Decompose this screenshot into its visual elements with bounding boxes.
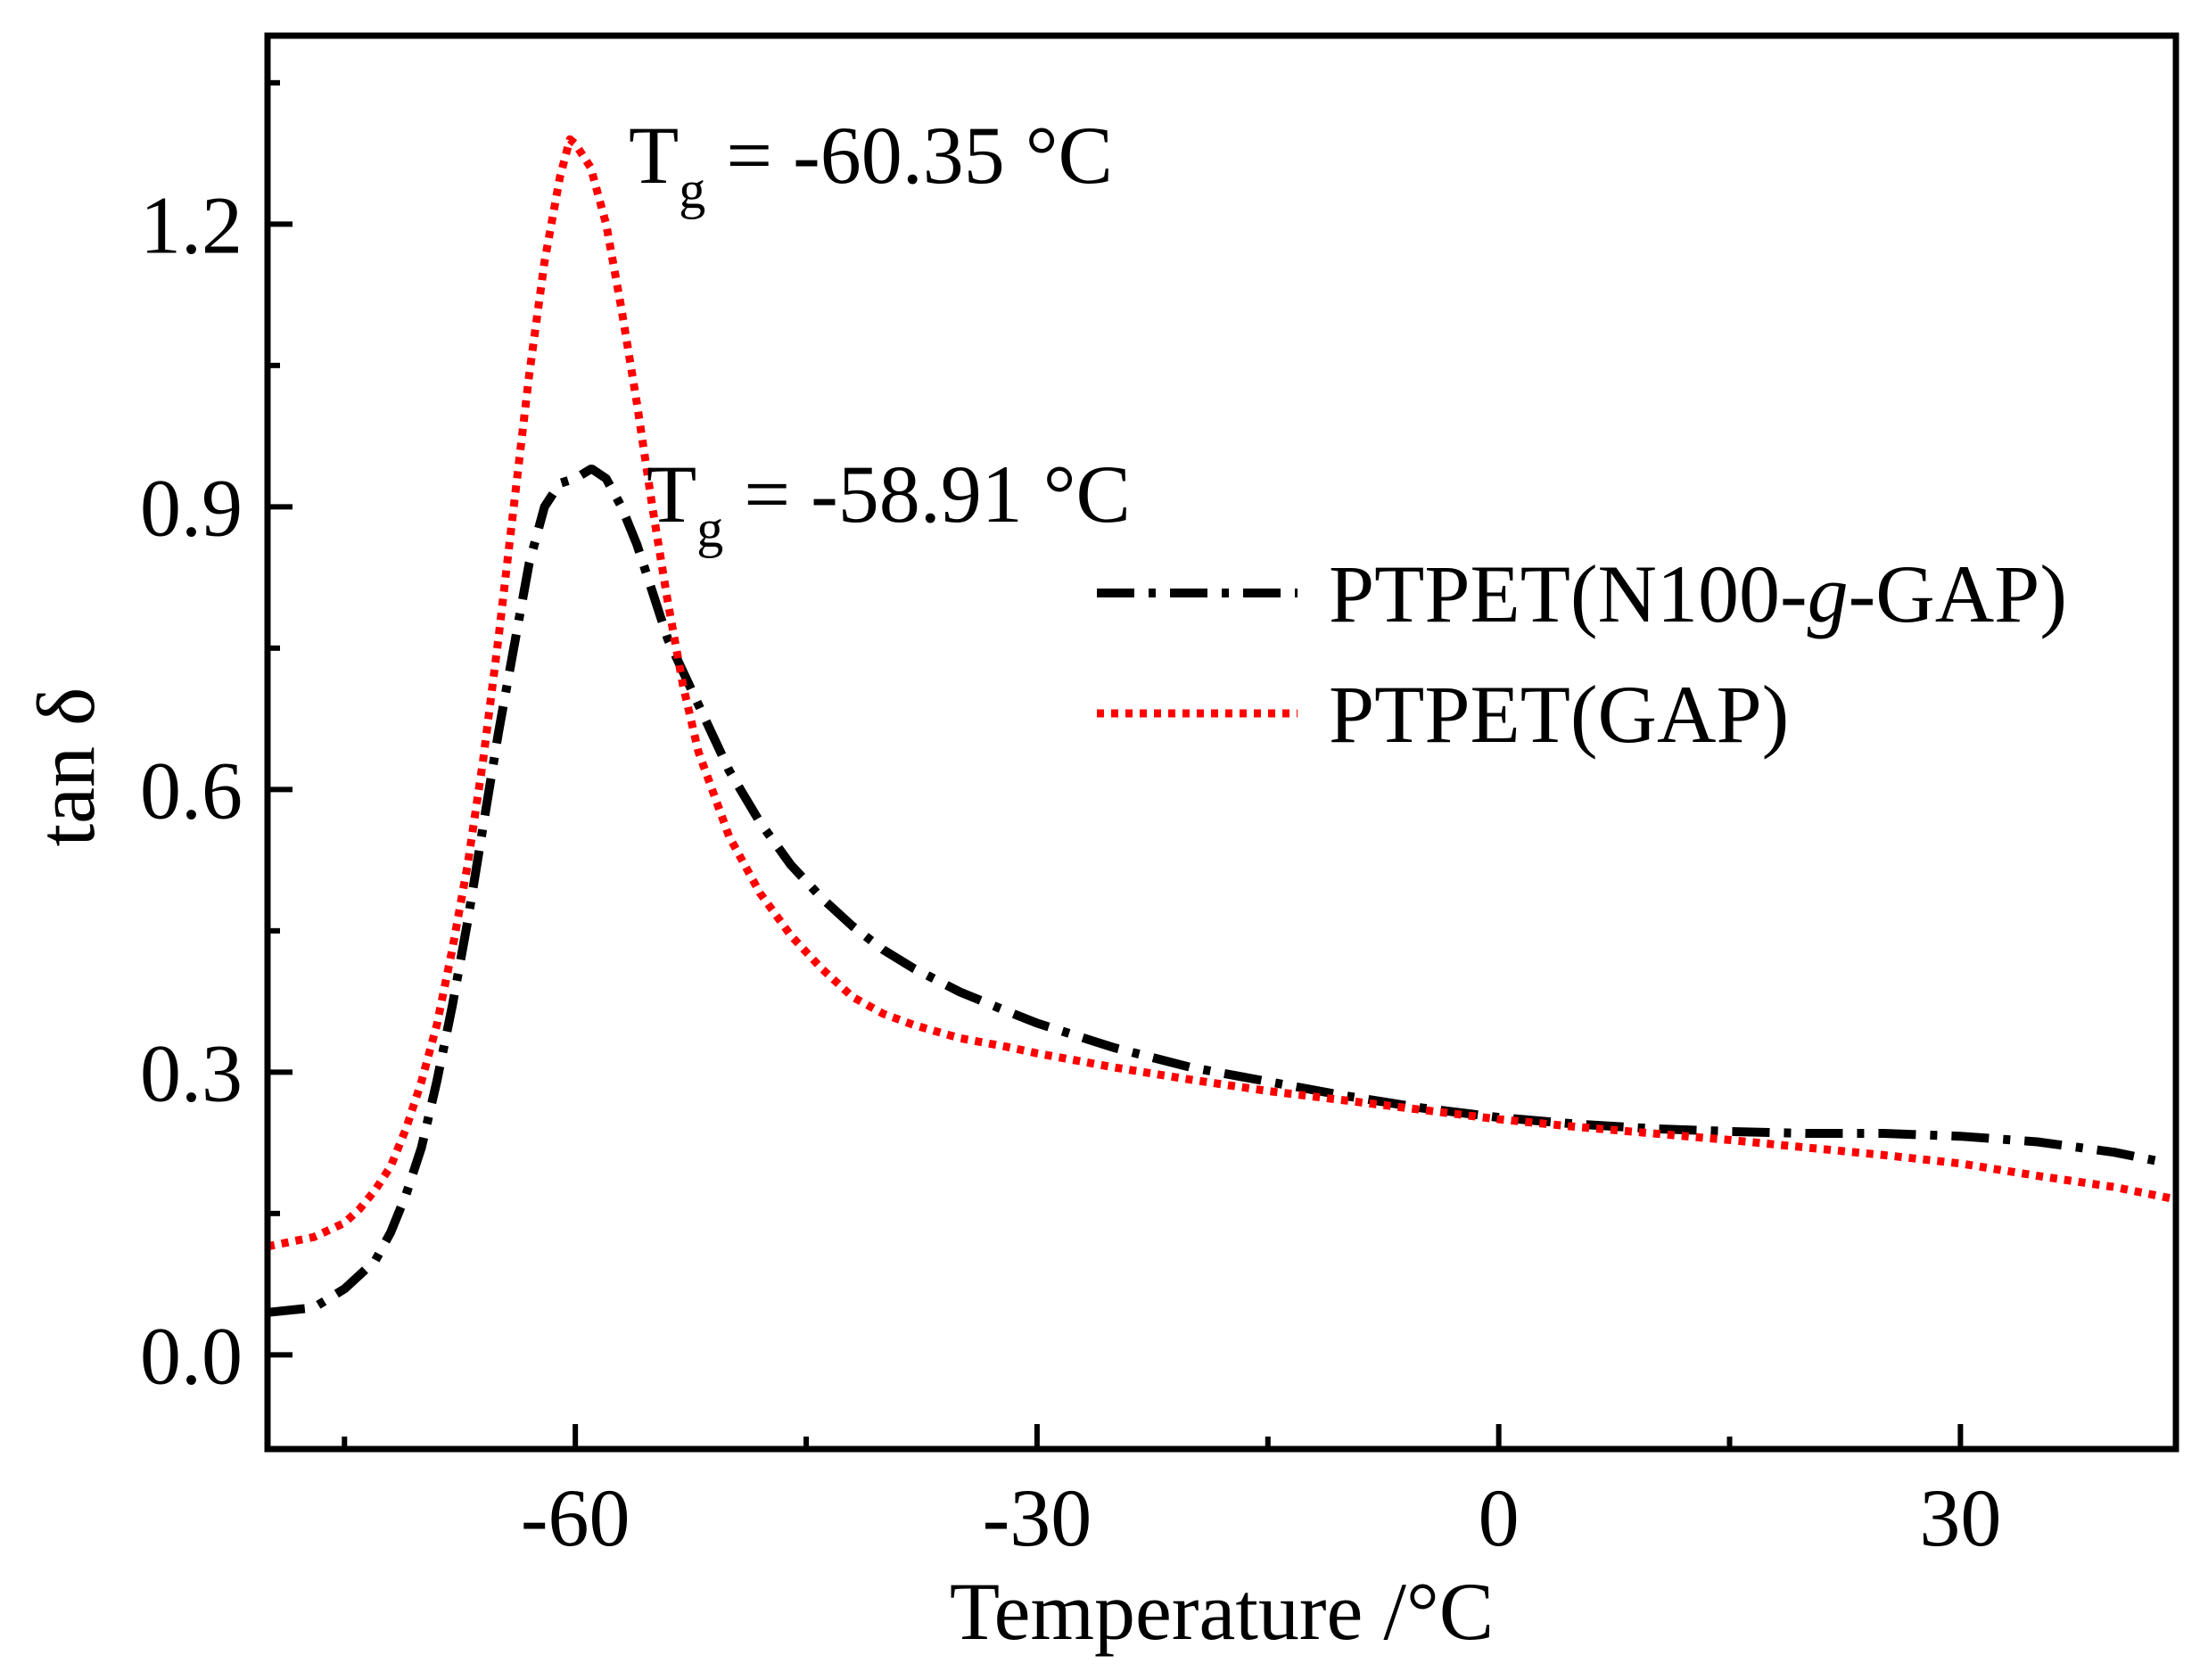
tg-annotation-gap-base: T — [629, 110, 679, 201]
legend-label-n100-g-gap-part1: PTPET(N100- — [1329, 548, 1808, 639]
tg-annotation-gap-sub: g — [679, 161, 705, 219]
legend-label-n100-g-gap-part2: -GAP) — [1849, 548, 2067, 639]
y-tick-label: 0.9 — [140, 462, 243, 553]
tg-annotation-gap: Tg = -60.35 °C — [629, 110, 1113, 219]
y-axis-title: tan δ — [21, 688, 111, 847]
legend-label-gap: PTPET(GAP) — [1329, 669, 1789, 760]
y-tick-label: 1.2 — [140, 179, 243, 270]
plot-frame — [264, 32, 2179, 1453]
x-tick-label: 0 — [1479, 1472, 1520, 1563]
tg-annotation-n100-g-gap-value: = -58.91 °C — [723, 449, 1131, 539]
legend-label-n100-g-gap: PTPET(N100-g-GAP) — [1329, 548, 2067, 639]
legend-label-n100-g-gap-italic: g — [1808, 548, 1849, 639]
y-tick-label: 0.6 — [140, 745, 243, 836]
series-layer — [267, 135, 2177, 1317]
tick-label-layer: -60 -30 0 30 0.0 0.3 0.6 0.9 1.2 — [140, 179, 2001, 1563]
series-line-n100-g-gap — [267, 465, 2162, 1317]
tg-annotation-gap-value: = -60.35 °C — [705, 110, 1113, 201]
y-tick-label: 0.3 — [140, 1027, 243, 1118]
tg-annotation-n100-g-gap-base: T — [647, 449, 696, 539]
y-tick-label: 0.0 — [140, 1310, 243, 1401]
series-line-gap — [267, 135, 2177, 1251]
tg-annotation-n100-g-gap-sub: g — [696, 499, 723, 558]
legend: PTPET(N100-g-GAP) PTPET(GAP) — [1097, 548, 2067, 760]
tg-annotation-n100-g-gap: Tg = -58.91 °C — [647, 449, 1131, 558]
x-tick-label: -60 — [521, 1472, 630, 1563]
tick-layer — [268, 79, 1964, 1449]
x-tick-label: -30 — [983, 1472, 1092, 1563]
x-tick-label: 30 — [1919, 1472, 2001, 1563]
x-axis-title: Temperature /°C — [950, 1566, 1494, 1657]
